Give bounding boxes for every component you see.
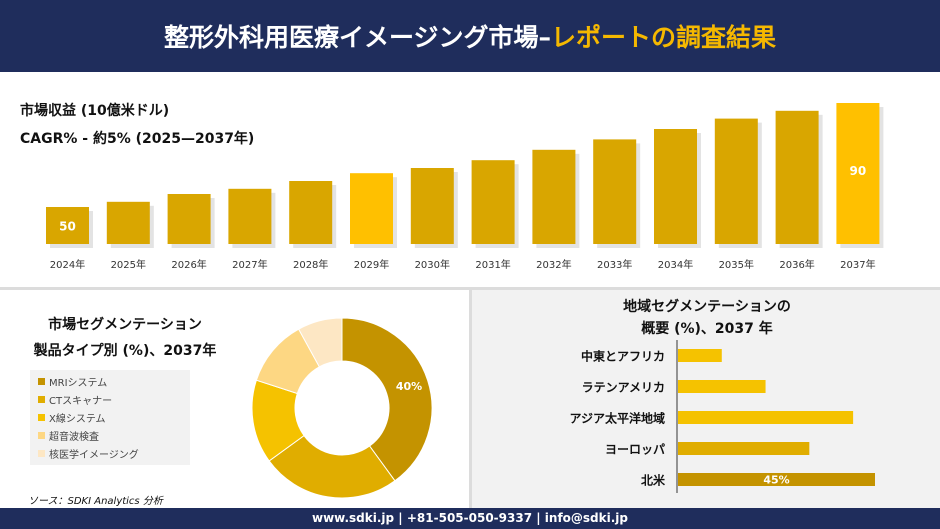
page-title: 整形外科用医療イメージング市場–レポートの調査結果 [0,18,940,54]
year-tick-label: 2030年 [415,258,450,271]
region-bar [678,473,875,486]
region-label: 中東とアフリカ [581,349,665,364]
revenue-unit-label: 市場収益 (10億米ドル) [20,103,170,119]
year-tick-label: 2036年 [779,258,814,271]
legend-swatch [38,378,45,385]
year-tick-label: 2032年 [536,258,571,271]
header-banner: 整形外科用医療イメージング市場–レポートの調査結果 [0,0,940,72]
revenue-bar [106,201,150,244]
legend-item: CTスキャナー [38,392,112,408]
year-tick-label: 2024年 [50,258,85,271]
legend-label: 超音波検査 [49,432,99,443]
region-bar [678,411,854,424]
revenue-bar [775,110,819,244]
legend-label: MRIシステム [49,378,108,389]
region-label: ラテンアメリカ [582,381,665,395]
product-segmentation-panel: 市場セグメンテーション 製品タイプ別 (%)、2037年 MRIシステム CTスキ… [0,290,468,508]
donut-slice [268,434,396,499]
year-tick-label: 2037年 [840,258,875,271]
section-divider [0,287,940,290]
revenue-bar [167,194,211,244]
region-label: 北米 [641,473,666,488]
bar-data-label: 50 [59,220,76,234]
donut-slice [341,317,433,482]
product-legend: MRIシステム CTスキャナー X線システム 超音波検査核医学イメージング [30,370,190,465]
product-title-line2: 製品タイプ別 (%)、2037年 [33,343,217,359]
region-data-label: 45% [763,474,789,487]
revenue-bar [714,118,758,244]
year-tick-label: 2028年 [293,258,328,271]
year-tick-label: 2027年 [232,258,267,271]
year-tick-label: 2031年 [475,258,510,271]
revenue-bar [532,149,576,244]
revenue-bar [471,160,515,244]
legend-swatch [38,450,45,457]
donut-data-label: 40% [396,380,422,393]
region-label: アジア太平洋地域 [569,411,665,426]
source-note: ソース：SDKI Analytics 分析 [28,496,163,507]
footer-banner: www.sdki.jp | +81-505-050-9337 | info@sd… [0,508,940,529]
region-title-line2: 概要 (%)、2037 年 [641,321,773,337]
section-divider-vertical [469,290,472,508]
legend-label: 核医学イメージング [49,450,139,461]
legend-label: CTスキャナー [49,396,113,407]
market-revenue-panel: 市場収益 (10億米ドル) CAGR% - 約5% (2025—2037年) 2… [0,76,940,286]
legend-swatch [38,414,45,421]
legend-label: X線システム [49,414,106,425]
year-tick-label: 2035年 [719,258,754,271]
revenue-bar [654,129,697,244]
product-donut-chart: 40% [251,317,433,499]
year-tick-label: 2033年 [597,258,632,271]
region-bar [678,380,766,393]
cagr-label: CAGR% - 約5% (2025—2037年) [20,131,255,147]
revenue-bar [228,188,272,244]
revenue-bar [836,103,880,244]
legend-item: X線システム [38,410,106,426]
legend-swatch [38,396,45,403]
donut-slice [297,317,343,368]
title-separator: – [538,23,552,52]
legend-swatch [38,432,45,439]
revenue-bar [410,168,454,244]
revenue-bar-chart: 2024年 50 2025年 2026年 2027年 2028年 2029年 2030年 203… [46,103,884,271]
product-title-line1: 市場セグメンテーション [48,317,202,333]
revenue-bar [593,139,637,244]
footer-contact: www.sdki.jp | +81-505-050-9337 | info@sd… [311,511,628,525]
legend-item: MRIシステム [38,374,107,390]
region-label: ヨーロッパ [605,443,665,457]
legend-item: 核医学イメージング [38,446,139,462]
title-accent: レポートの調査結果 [551,23,777,52]
revenue-bar [289,181,333,244]
region-bar [678,442,810,455]
year-tick-label: 2025年 [111,258,146,271]
revenue-bar [350,173,393,244]
year-tick-label: 2026年 [171,258,206,271]
region-title-line1: 地域セグメンテーションの [623,299,791,315]
legend-item: 超音波検査 [38,428,99,444]
year-tick-label: 2034年 [658,258,693,271]
revenue-bar [46,207,89,244]
region-bar [678,349,722,362]
year-tick-label: 2029年 [354,258,389,271]
title-main: 整形外科用医療イメージング市場 [163,23,539,52]
bar-data-label: 90 [850,164,867,178]
region-segmentation-panel: 地域セグメンテーションの 概要 (%)、2037 年 中東とアフリカ ラテンアメリ… [472,290,940,508]
